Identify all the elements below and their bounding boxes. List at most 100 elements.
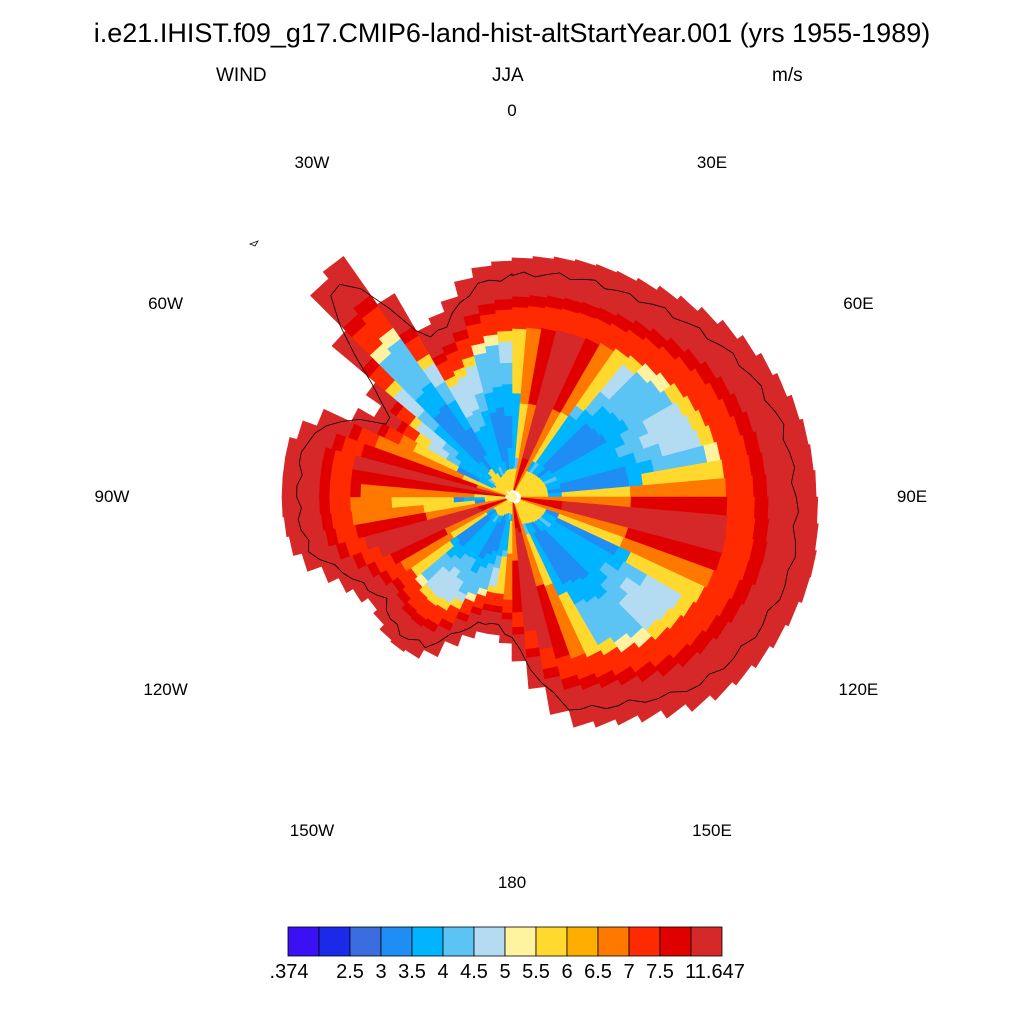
wind-cell: [502, 394, 513, 406]
island-outline: [248, 240, 259, 247]
colorbar-label: 3: [375, 961, 387, 983]
wind-cell: [511, 285, 531, 298]
wind-cell: [524, 337, 541, 352]
wind-cell: [495, 406, 506, 419]
wind-cell: [670, 510, 687, 528]
wind-cell: [499, 351, 513, 364]
colorbar-swatch: [628, 926, 661, 957]
wind-cell: [511, 392, 522, 405]
wind-cell: [492, 277, 513, 290]
wind-cell: [504, 415, 513, 427]
wind-cell: [392, 506, 405, 519]
units-label: m/s: [772, 65, 803, 86]
wind-cell: [297, 478, 310, 498]
wind-cell: [708, 459, 725, 480]
wind-cell: [453, 496, 465, 503]
wind-cell: [516, 553, 524, 564]
wind-cell: [511, 545, 518, 554]
wind-cell: [518, 579, 529, 590]
wind-cell: [654, 469, 671, 485]
wind-cell: [614, 476, 630, 489]
wind-cell: [376, 293, 398, 310]
wind-cell: [657, 482, 673, 498]
wind-cell: [726, 496, 742, 518]
wind-cell: [793, 470, 809, 498]
wind-cell: [492, 385, 504, 398]
wind-cell: [380, 485, 393, 498]
wind-cell: [694, 461, 712, 482]
wind-cell: [401, 496, 413, 507]
wind-cell: [685, 496, 701, 514]
wind-cell: [767, 496, 783, 521]
colorbar-swatch: [318, 926, 351, 957]
wind-cell: [491, 260, 513, 269]
wind-cell: [371, 508, 384, 522]
wind-cell: [373, 609, 388, 626]
wind-cell: [511, 531, 516, 540]
wind-cell: [549, 704, 570, 715]
wind-cell: [488, 364, 502, 378]
wind-cell: [381, 507, 395, 520]
wind-cell: [511, 648, 527, 658]
wind-cell: [285, 437, 296, 459]
colorbar-swatch: [287, 926, 320, 957]
wind-cell: [506, 436, 513, 448]
wind-cell: [511, 306, 529, 319]
wind-cell: [523, 348, 539, 362]
wind-cell: [518, 570, 527, 581]
wind-cell: [749, 641, 771, 669]
wind-cell: [794, 574, 811, 603]
wind-cell: [629, 485, 645, 498]
wind-cell: [668, 466, 685, 484]
wind-cell: [511, 575, 520, 584]
wind-cell: [402, 505, 415, 517]
wind-cell: [753, 496, 770, 520]
wind-cell: [497, 330, 513, 343]
wind-cell: [485, 344, 500, 357]
wind-cell: [684, 480, 700, 498]
colorbar-label: 4: [437, 961, 449, 983]
wind-cell: [322, 255, 349, 279]
wind-cell: [505, 425, 513, 438]
wind-cell: [511, 263, 533, 276]
colorbar-swatch: [473, 926, 506, 957]
wind-cell: [511, 597, 522, 606]
wind-cell: [339, 481, 351, 498]
wind-cell: [390, 486, 403, 498]
lon-label-0: 0: [507, 101, 517, 120]
wind-cell: [511, 641, 526, 650]
wind-cell: [697, 513, 715, 533]
wind-cell: [521, 604, 533, 616]
wind-cell: [511, 619, 524, 628]
wind-cell: [511, 604, 523, 614]
wind-cell: [421, 496, 434, 506]
colorbar-swatch: [442, 926, 475, 957]
wind-cell: [511, 403, 521, 416]
wind-cell: [511, 295, 530, 308]
wind-cell: [380, 496, 393, 509]
wind-cell: [296, 420, 309, 442]
coastline-path: [296, 271, 799, 711]
wind-cell: [511, 274, 532, 287]
wind-cell: [308, 478, 320, 498]
wind-cell: [575, 489, 590, 498]
wind-cell: [502, 599, 513, 608]
wind-cell: [308, 496, 320, 516]
wind-cell: [638, 704, 662, 723]
wind-cell: [432, 496, 444, 505]
wind-cell: [571, 714, 594, 728]
wind-cell: [511, 553, 518, 562]
wind-cell: [698, 479, 714, 498]
wind-cell: [781, 496, 797, 523]
wind-cell: [795, 496, 811, 524]
colorbar-label: 7: [623, 961, 635, 983]
colorbar-label: 5: [499, 961, 511, 983]
wind-cell: [411, 487, 423, 498]
wind-cell: [504, 573, 513, 581]
wind-cell: [318, 496, 331, 515]
wind-cell: [511, 338, 527, 351]
wind-cell: [520, 596, 532, 607]
wind-cell: [370, 472, 384, 486]
wind-cell: [499, 632, 513, 640]
